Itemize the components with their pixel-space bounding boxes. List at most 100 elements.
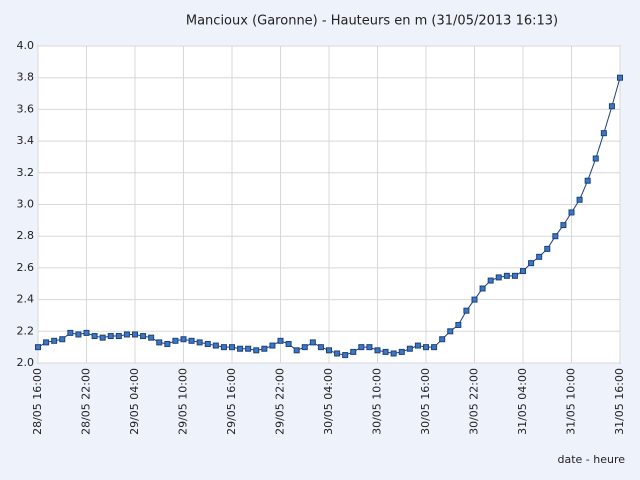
x-tick-label: 30/05 10:00 (371, 368, 384, 435)
data-point (390, 350, 397, 357)
data-point (123, 331, 130, 338)
y-tick-label: 3.4 (17, 134, 35, 147)
data-point (43, 339, 50, 346)
data-point (115, 333, 122, 340)
data-point (51, 337, 58, 344)
x-tick-label: 30/05 04:00 (322, 368, 335, 435)
data-point (237, 345, 244, 352)
data-point (520, 268, 526, 275)
data-point (431, 344, 438, 351)
data-point (245, 345, 252, 352)
x-tick-label: 31/05 16:00 (613, 368, 626, 435)
data-point (188, 337, 195, 344)
data-point (617, 74, 623, 81)
data-point (148, 334, 155, 341)
y-tick-label: 3.8 (17, 71, 35, 84)
data-point (277, 337, 284, 344)
data-point (334, 350, 341, 357)
y-tick-label: 4.0 (17, 39, 35, 52)
data-point (439, 336, 446, 343)
data-point (164, 340, 171, 347)
data-point (528, 260, 535, 267)
data-point (406, 345, 413, 352)
x-axis-label: date - heure (557, 453, 625, 466)
data-point (447, 328, 454, 335)
y-tick-label: 2.4 (17, 293, 35, 306)
data-point (253, 347, 260, 354)
data-point (229, 344, 235, 351)
data-point (196, 339, 203, 346)
data-point (358, 344, 365, 351)
data-point (59, 336, 66, 343)
data-point (269, 342, 276, 349)
data-point (285, 340, 292, 347)
data-point (140, 333, 147, 340)
data-point (584, 177, 591, 184)
data-point (99, 334, 106, 341)
data-point (350, 348, 357, 355)
data-point (180, 336, 187, 343)
data-point (156, 339, 163, 346)
x-tick-label: 29/05 04:00 (128, 368, 141, 435)
x-tick-label: 30/05 22:00 (468, 368, 481, 435)
data-point (261, 345, 268, 352)
x-tick-label: 30/05 16:00 (419, 368, 432, 435)
data-point (293, 347, 300, 354)
x-tick-label: 29/05 16:00 (225, 368, 238, 435)
data-point (220, 344, 227, 351)
data-point (107, 333, 114, 340)
y-tick-label: 2.8 (17, 229, 35, 242)
data-point (398, 348, 405, 355)
data-point (511, 272, 518, 279)
data-point (536, 253, 543, 260)
chart-title: Mancioux (Garonne) - Hauteurs en m (31/0… (186, 14, 558, 29)
data-point (414, 342, 421, 349)
data-point (479, 285, 486, 292)
data-point (83, 329, 90, 336)
data-point (503, 272, 510, 279)
data-point (132, 331, 138, 338)
data-point (374, 347, 381, 354)
data-point (309, 339, 316, 346)
x-tick-label: 31/05 04:00 (516, 368, 529, 435)
data-point (608, 103, 615, 110)
data-point (301, 344, 308, 351)
data-point (204, 340, 211, 347)
x-tick-label: 29/05 22:00 (274, 368, 287, 435)
data-point (495, 274, 502, 281)
data-point (172, 337, 179, 344)
data-point (568, 209, 575, 216)
data-point (600, 130, 607, 137)
data-point (326, 347, 332, 354)
data-point (342, 352, 349, 359)
data-point (91, 333, 98, 340)
y-tick-label: 2.6 (17, 261, 35, 274)
x-tick-label: 28/05 16:00 (31, 368, 44, 435)
data-point (455, 321, 462, 328)
data-point (463, 307, 470, 314)
x-tick-label: 29/05 10:00 (177, 368, 190, 435)
data-point (592, 155, 599, 162)
data-point (576, 196, 583, 203)
x-tick-label: 31/05 10:00 (565, 368, 578, 435)
data-point (366, 344, 373, 351)
data-point (35, 344, 41, 351)
data-point (552, 233, 559, 240)
data-point (67, 329, 74, 336)
data-point (487, 277, 494, 284)
y-tick-label: 3.2 (17, 166, 35, 179)
y-tick-label: 3.0 (17, 198, 35, 211)
data-point (560, 222, 567, 229)
x-tick-label: 28/05 22:00 (80, 368, 93, 435)
data-point (317, 344, 324, 351)
data-point (212, 342, 219, 349)
y-tick-label: 2.2 (17, 324, 35, 337)
data-point (471, 296, 478, 303)
data-point (423, 344, 429, 351)
y-tick-label: 2.0 (17, 356, 35, 369)
data-point (544, 245, 551, 252)
data-point (382, 348, 389, 355)
data-point (75, 331, 82, 338)
y-tick-label: 3.6 (17, 102, 35, 115)
